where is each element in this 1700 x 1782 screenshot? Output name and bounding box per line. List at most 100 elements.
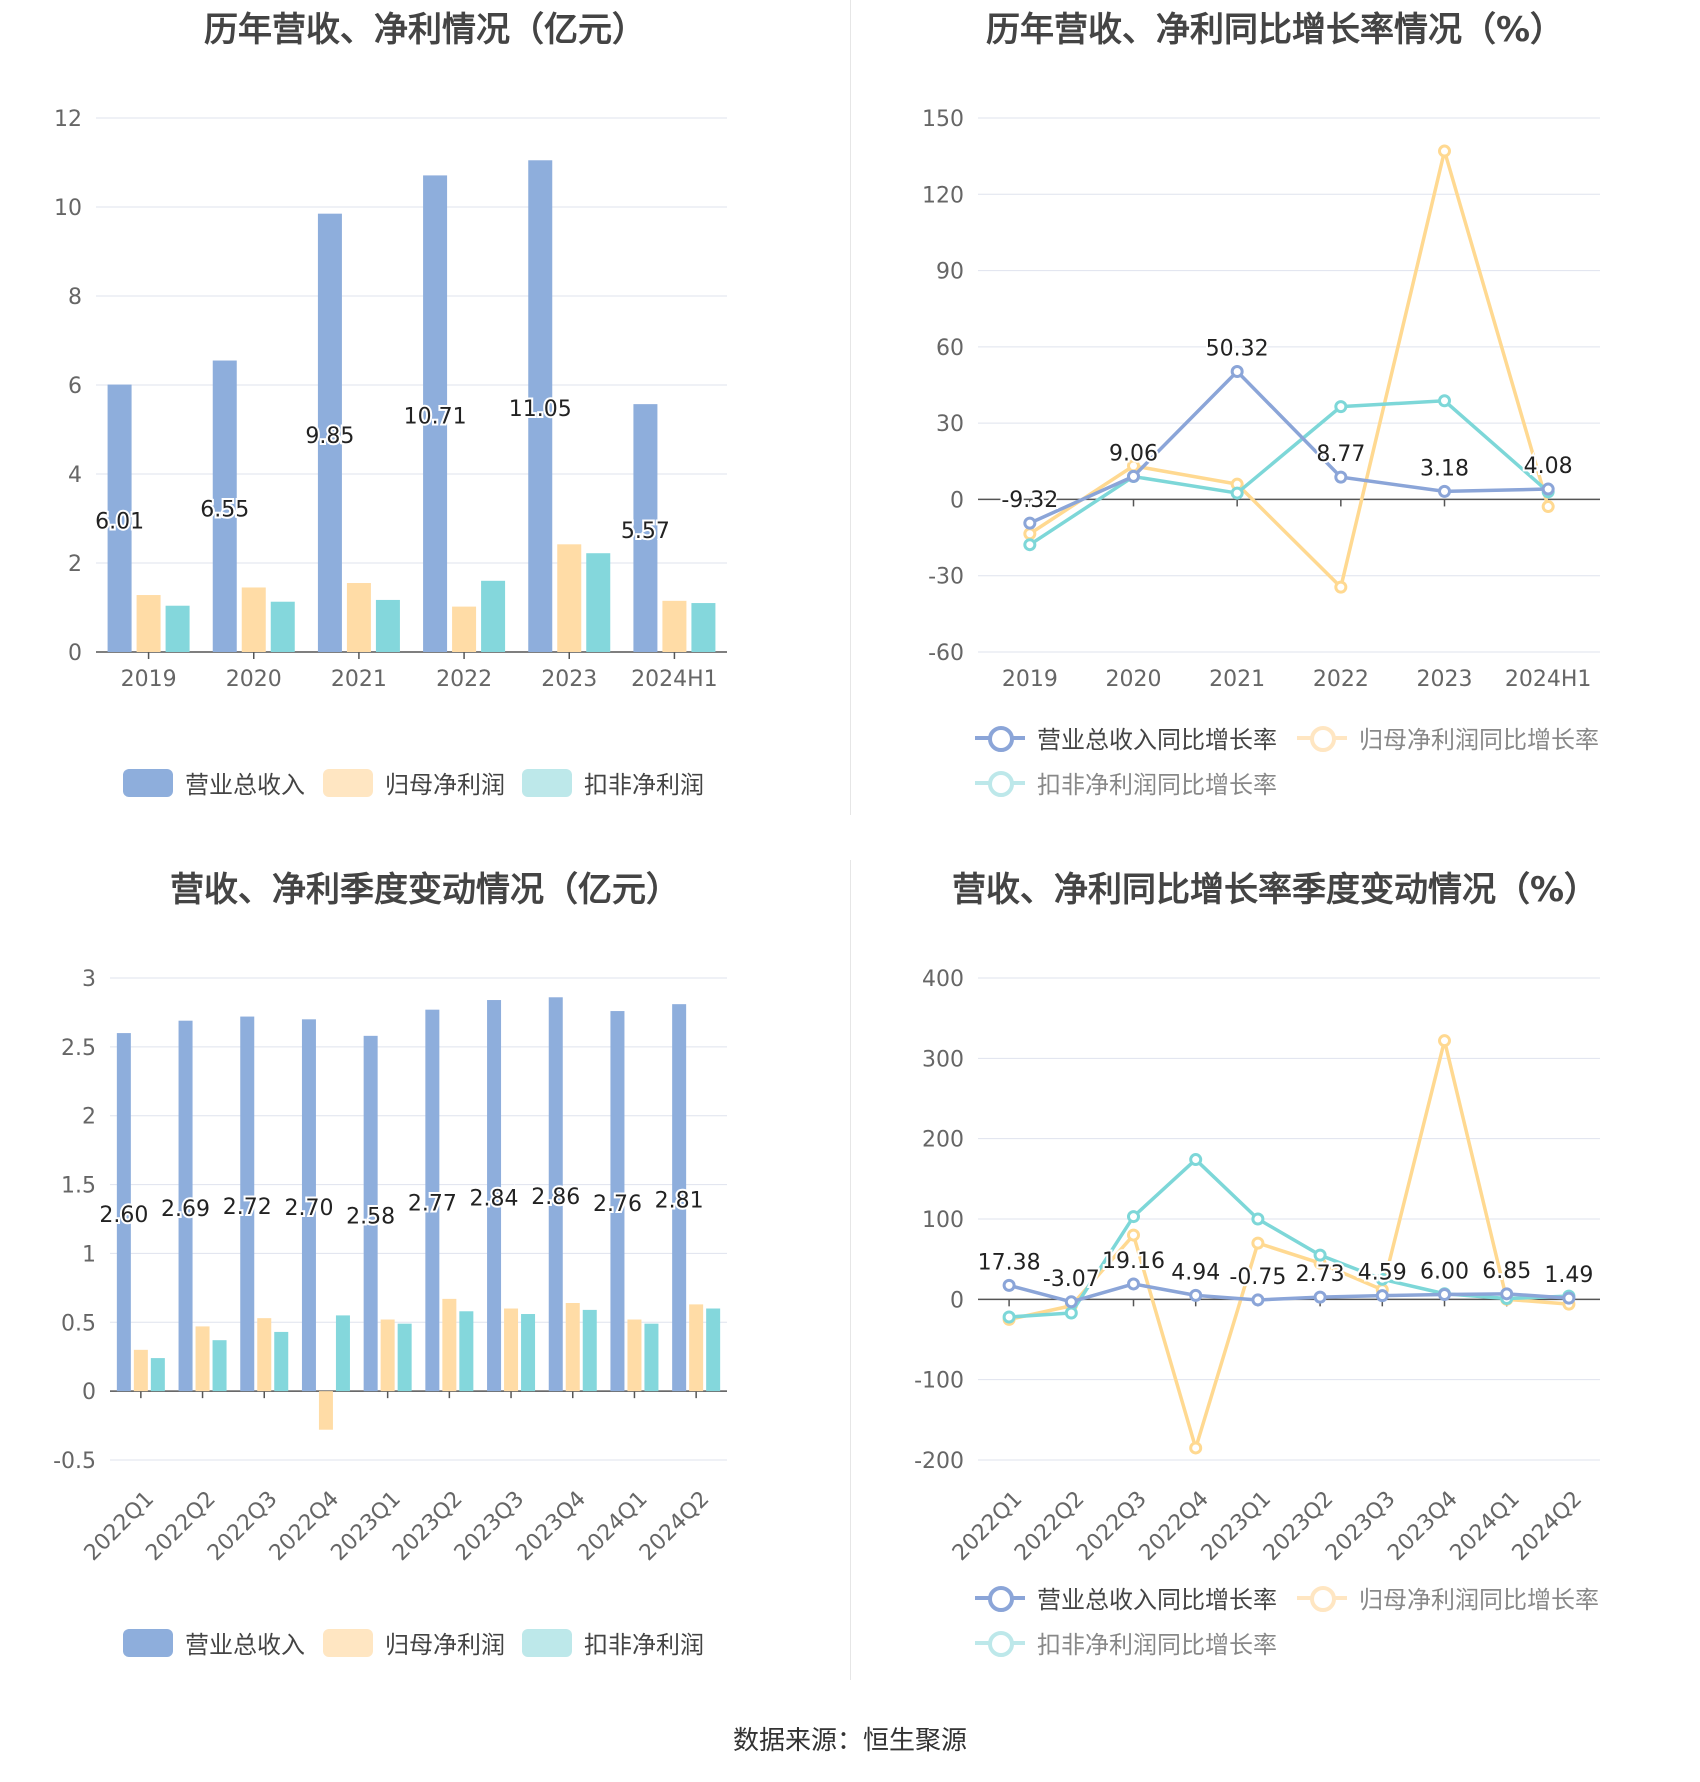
legend-item-revenue[interactable]: 营业总收入: [123, 1625, 305, 1660]
bar-revenue: [107, 384, 132, 652]
x-tick-label: 2024Q2: [1508, 1487, 1587, 1566]
legend-item-netprofit[interactable]: 归母净利润: [323, 1625, 505, 1660]
bar-netprofit: [557, 544, 582, 652]
bar-deducted: [375, 599, 400, 652]
bar-revenue: [672, 1004, 687, 1392]
legend-item-deducted[interactable]: 扣非净利润: [522, 1625, 704, 1660]
bar-netprofit: [241, 587, 266, 652]
series-line-deducted: [1008, 1157, 1569, 1319]
data-label: 5.57: [621, 519, 670, 544]
y-tick-label: -100: [914, 1369, 964, 1394]
bar-netprofit: [195, 1326, 210, 1392]
bar-netprofit: [318, 1391, 333, 1430]
point-revenue: [1251, 1293, 1265, 1307]
bar-netprofit: [133, 1349, 148, 1392]
bar-deducted: [212, 1340, 227, 1392]
point-revenue: [1375, 1289, 1389, 1303]
y-tick-label: 2: [82, 1105, 96, 1130]
point-deducted: [1127, 1210, 1140, 1224]
legend-item-revenue[interactable]: 营业总收入: [123, 765, 305, 800]
legend-label: 营业总收入: [185, 1631, 305, 1659]
y-tick-label: 0: [68, 641, 82, 666]
legend-swatch: [323, 768, 373, 797]
quarterly-values-chart: -0.500.511.522.532022Q12022Q22022Q32022Q…: [53, 967, 727, 1566]
data-label: 4.59: [1358, 1261, 1407, 1286]
bar-netprofit: [346, 583, 371, 652]
point-deducted: [1002, 1310, 1016, 1324]
data-label: 6.00: [1420, 1260, 1469, 1285]
y-tick-label: 400: [922, 967, 964, 992]
point-revenue: [1541, 482, 1555, 496]
y-tick-label: 1: [82, 1242, 96, 1267]
data-label: -3.07: [1043, 1267, 1100, 1292]
legend-swatch: [522, 1628, 572, 1657]
annual-values-chart: 0 2 4 6 8 10 12 2019 2020 2021 2022 2023 2024H1 6.01 6…: [54, 107, 727, 692]
point-netprofit: [1541, 500, 1555, 514]
data-label: 2.81: [655, 1189, 704, 1214]
x-tick-label: 2024H1: [631, 667, 718, 692]
data-label: 1.49: [1544, 1263, 1593, 1288]
y-tick-label: 300: [922, 1047, 964, 1072]
legend-label: 营业总收入: [185, 771, 305, 799]
legend-item-deducted-growth[interactable]: 扣非净利润同比增长率: [975, 765, 1277, 800]
y-tick-label: 10: [54, 196, 82, 221]
legend-item-netprofit[interactable]: 归母净利润: [323, 765, 505, 800]
legend-label: 归母净利润: [385, 771, 505, 799]
annual-values-panel: 历年营收、净利情况（亿元） 0 2 4 6 8 10 12 2019 2020 2021 2022 2…: [0, 0, 850, 860]
legend-swatch: [522, 768, 572, 797]
legend-item-deducted[interactable]: 扣非净利润: [522, 765, 704, 800]
point-revenue: [1127, 1277, 1140, 1291]
legend-item-revenue-growth[interactable]: 营业总收入同比增长率: [975, 720, 1277, 755]
point-netprofit: [1438, 1034, 1451, 1048]
series-line-revenue: [1029, 368, 1549, 525]
legend-label: 归母净利润: [385, 1631, 505, 1659]
y-tick-label: 1.5: [61, 1174, 96, 1199]
bar-netprofit: [380, 1319, 395, 1392]
legend-label: 营业总收入同比增长率: [1037, 1586, 1277, 1614]
bar-netprofit: [627, 1319, 642, 1392]
legend-swatch: [123, 1628, 173, 1657]
point-netprofit: [1189, 1441, 1203, 1455]
y-tick-label: 2.5: [61, 1036, 96, 1061]
data-label: 4.08: [1524, 454, 1573, 479]
data-label: 11.05: [509, 397, 572, 422]
bar-revenue: [317, 213, 342, 653]
x-tick-label: 2021: [331, 667, 387, 692]
legend-item-netprofit-growth[interactable]: 归母净利润同比增长率: [1297, 720, 1599, 755]
y-tick-label: 3: [82, 967, 96, 992]
legend-label: 扣非净利润: [584, 771, 704, 799]
point-revenue: [1230, 364, 1244, 378]
y-tick-label: 4: [68, 463, 82, 488]
annual-growth-chart: -60 -30 0 30 60 90 120 150 2019 2020 2021 2022 2023 2…: [922, 107, 1600, 692]
data-label: 6.55: [200, 497, 249, 522]
data-label: 4.94: [1171, 1260, 1220, 1285]
legend-label: 扣非净利润同比增长率: [1037, 1631, 1277, 1659]
bar-deducted: [644, 1323, 659, 1392]
bar-netprofit: [452, 606, 477, 652]
point-deducted: [1375, 1272, 1389, 1286]
data-label: 2.73: [1296, 1262, 1345, 1287]
x-tick-label: 2022: [1313, 667, 1369, 692]
point-deducted: [1064, 1306, 1078, 1320]
point-revenue: [1064, 1295, 1078, 1309]
legend-marker: [975, 1584, 1025, 1612]
data-source: 数据来源：恒生聚源: [732, 1726, 967, 1756]
point-deducted: [1230, 486, 1244, 500]
legend-item-netprofit-growth[interactable]: 归母净利润同比增长率: [1297, 1580, 1599, 1615]
bar-revenue: [425, 1009, 440, 1392]
bar-deducted: [706, 1308, 721, 1392]
bar-revenue: [548, 997, 563, 1392]
bar-deducted: [481, 580, 506, 652]
x-tick-label: 2020: [1106, 667, 1162, 692]
bar-revenue: [610, 1011, 625, 1392]
bar-netprofit: [565, 1303, 580, 1392]
bar-revenue: [487, 1000, 502, 1392]
quarterly-growth-chart: -200-10001002003004002022Q12022Q22022Q32…: [914, 967, 1600, 1566]
bar-revenue: [528, 160, 553, 652]
data-label: 50.32: [1206, 336, 1269, 361]
legend-item-revenue-growth[interactable]: 营业总收入同比增长率: [975, 1580, 1277, 1615]
point-revenue: [1189, 1288, 1203, 1302]
data-label: 2.77: [408, 1191, 457, 1216]
legend-item-deducted-growth[interactable]: 扣非净利润同比增长率: [975, 1625, 1277, 1660]
legend-marker: [975, 724, 1025, 752]
